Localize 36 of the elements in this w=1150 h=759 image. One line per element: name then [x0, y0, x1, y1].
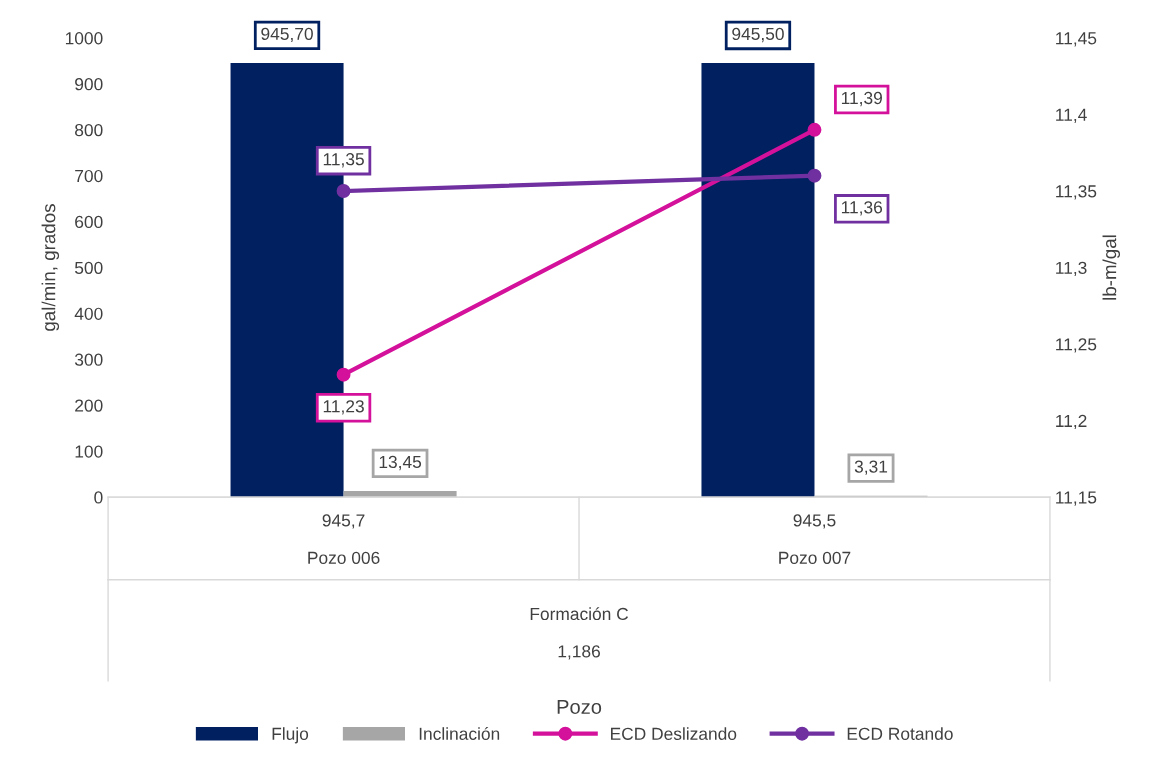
y2-tick-label: 11,2: [1056, 414, 1087, 430]
text: Pozo: [557, 699, 602, 714]
y2-tick-label: 11,3: [1056, 261, 1087, 277]
data-label: 11,23: [323, 400, 364, 415]
y2-axis-title: lb-m/gal: [1102, 235, 1121, 300]
y-tick-label: 100: [75, 445, 103, 458]
y2-tick-label: 11,15: [1056, 491, 1097, 506]
legend-label: ECD Rotando: [847, 727, 953, 740]
data-label: 13,45: [379, 455, 422, 471]
data-label: 11,39: [841, 91, 882, 107]
category-label: 945,7 Pozo 006: [308, 514, 380, 564]
y-tick-label: 1000: [65, 32, 103, 45]
y-tick-label: 700: [75, 169, 103, 183]
y-axis-title: gal/min, grados: [41, 204, 60, 331]
y2-tick-label: 11,45: [1056, 32, 1097, 47]
y-tick-label: 800: [75, 123, 103, 137]
data-label: 11,35: [323, 153, 364, 168]
data-label: 945,70: [261, 27, 313, 43]
text: Formación C 1,186: [530, 607, 629, 660]
data-label: 3,31: [854, 460, 888, 475]
data-label: 945,50: [732, 27, 784, 43]
category-label: 945,5 Pozo 007: [779, 514, 851, 564]
y-tick-label: 400: [74, 307, 103, 320]
legend-label: ECD Deslizando: [611, 727, 737, 740]
y2-tick-label: 11,25: [1056, 338, 1097, 353]
y-tick-label: 900: [75, 78, 103, 91]
y-tick-label: 0: [94, 491, 103, 504]
data-label: 11,36: [841, 201, 883, 216]
y-tick-label: 200: [75, 399, 103, 412]
y-tick-label: 600: [75, 215, 103, 229]
legend-label: Inclinación: [419, 726, 500, 740]
y2-tick-label: 11,4: [1056, 108, 1087, 123]
legend-label: Flujo: [272, 727, 309, 744]
y-tick-label: 500: [74, 261, 103, 275]
y2-tick-label: 11,35: [1056, 185, 1097, 200]
y-tick-label: 300: [74, 353, 103, 366]
